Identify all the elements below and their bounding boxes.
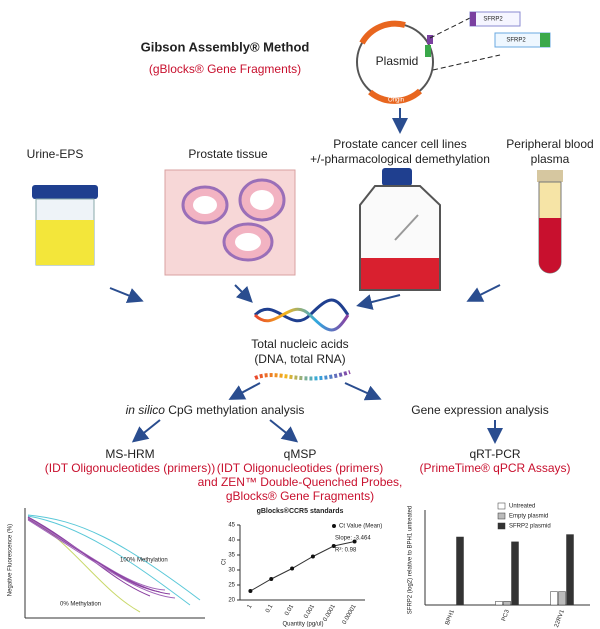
x-tick-label: BPH1 bbox=[445, 609, 456, 626]
blood-tube bbox=[537, 170, 563, 274]
bar bbox=[503, 601, 511, 606]
source-label: Peripheral blood bbox=[506, 137, 593, 151]
branch-label: in silico CpG methylation analysis bbox=[126, 403, 305, 417]
x-tick-label: 0.0001 bbox=[322, 603, 337, 622]
arrow bbox=[269, 419, 299, 443]
dna-helix bbox=[253, 298, 350, 332]
trend-line bbox=[250, 541, 355, 592]
x-tick-label: PC3 bbox=[501, 609, 511, 623]
source-label: Prostate cancer cell lines bbox=[333, 137, 466, 151]
method-reagent: (IDT Oligonucleotides (primers) bbox=[217, 461, 384, 475]
legend-label: Untreated bbox=[509, 504, 535, 510]
legend-swatch bbox=[497, 502, 506, 510]
source-label: +/-pharmacological demethylation bbox=[310, 152, 490, 166]
x-tick-label: 0.00001 bbox=[342, 603, 358, 625]
y-axis-label: SFRP2 (log2) relative to BPH1 untreated bbox=[408, 506, 414, 614]
insert-label: SFRP2 bbox=[506, 38, 526, 44]
x-tick-label: 0.01 bbox=[284, 603, 295, 617]
bar bbox=[550, 591, 558, 606]
legend-label: Empty plasmid bbox=[509, 514, 548, 520]
bar bbox=[511, 541, 519, 606]
arrow bbox=[228, 382, 261, 400]
plasmid-diagram bbox=[356, 11, 551, 104]
method-reagent: and ZEN™ Double-Quenched Probes, bbox=[198, 475, 403, 489]
point bbox=[331, 544, 336, 548]
branch-prefix: in silico bbox=[126, 403, 166, 417]
point bbox=[248, 589, 253, 593]
method-reagent: gBlocks® Gene Fragments) bbox=[226, 489, 374, 503]
arrow bbox=[131, 419, 161, 443]
arrow bbox=[234, 284, 253, 303]
point bbox=[269, 577, 274, 581]
y-tick-label: 30 bbox=[228, 568, 235, 574]
x-tick-label: 22RV1 bbox=[554, 609, 566, 629]
source-label: plasma bbox=[531, 152, 570, 166]
hrm-chart bbox=[24, 508, 205, 619]
point bbox=[352, 539, 357, 544]
chart-title: gBlocks®CCR5 standards bbox=[257, 507, 344, 515]
y-axis-label: Negative Fluorescence (%) bbox=[8, 524, 14, 596]
legend-marker bbox=[332, 524, 336, 528]
cell-flask bbox=[359, 168, 441, 291]
legend-swatch bbox=[497, 512, 506, 520]
arrow bbox=[356, 294, 401, 310]
method-name: qRT-PCR bbox=[469, 447, 520, 461]
source-label: Urine-EPS bbox=[27, 147, 84, 161]
method-reagent: (PrimeTime® qPCR Assays) bbox=[419, 461, 570, 475]
y-tick-label: 25 bbox=[228, 583, 235, 589]
standards-chart: gBlocks®CCR5 standards 20 25 30 35 40 45 1 0.1 0.… bbox=[222, 507, 383, 628]
rna-strand bbox=[254, 370, 351, 381]
x-tick-label: 0.001 bbox=[303, 603, 316, 620]
y-tick-label: 40 bbox=[228, 538, 235, 544]
y-tick-label: 35 bbox=[228, 553, 235, 559]
plasmid-label: Plasmid bbox=[376, 54, 419, 68]
annotation: 0% Methylation bbox=[60, 602, 101, 608]
source-label: Prostate tissue bbox=[188, 147, 268, 161]
bar bbox=[495, 601, 503, 606]
method-name: qMSP bbox=[284, 447, 317, 461]
arrow bbox=[344, 382, 382, 401]
legend-label: SFRP2 plasmid bbox=[509, 524, 551, 530]
center-label: Total nucleic acids bbox=[251, 337, 348, 351]
bar bbox=[558, 591, 566, 606]
origin-label: Origin bbox=[388, 98, 404, 104]
point bbox=[290, 566, 295, 571]
expression-chart: BPH1 PC3 22RV1 Untreated Empty plasmid SFRP2 … bbox=[408, 502, 590, 629]
point bbox=[310, 554, 315, 559]
method-reagent: (IDT Oligonucleotides (primers)) bbox=[45, 461, 216, 475]
center-label: (DNA, total RNA) bbox=[254, 352, 345, 366]
legend-label: Ct Value (Mean) bbox=[339, 524, 382, 530]
subtitle: (gBlocks® Gene Fragments) bbox=[149, 62, 301, 76]
method-name: MS-HRM bbox=[105, 447, 154, 461]
y-tick-label: 45 bbox=[228, 523, 235, 529]
annotation: 100% Methylation bbox=[120, 558, 168, 564]
annotation: Slope: -3.464 bbox=[335, 536, 371, 542]
arrow bbox=[109, 287, 144, 303]
arrow bbox=[466, 284, 501, 302]
bar bbox=[566, 534, 574, 606]
x-tick-label: 0.1 bbox=[265, 603, 275, 614]
y-axis-label: Ct bbox=[222, 559, 228, 565]
x-axis-label: Quantity (pg/ul) bbox=[282, 622, 323, 628]
annotation: R²: 0.98 bbox=[335, 548, 357, 554]
branch-label: Gene expression analysis bbox=[411, 403, 548, 417]
x-tick-label: 1 bbox=[247, 603, 254, 609]
branch-text: CpG methylation analysis bbox=[165, 403, 304, 417]
y-tick-label: 20 bbox=[228, 598, 235, 604]
legend-swatch bbox=[497, 522, 506, 530]
insert-label: SFRP2 bbox=[483, 17, 503, 23]
bar bbox=[456, 536, 464, 606]
tissue bbox=[164, 169, 296, 276]
urine-jar bbox=[32, 185, 98, 266]
title: Gibson Assembly® Method bbox=[141, 39, 310, 54]
